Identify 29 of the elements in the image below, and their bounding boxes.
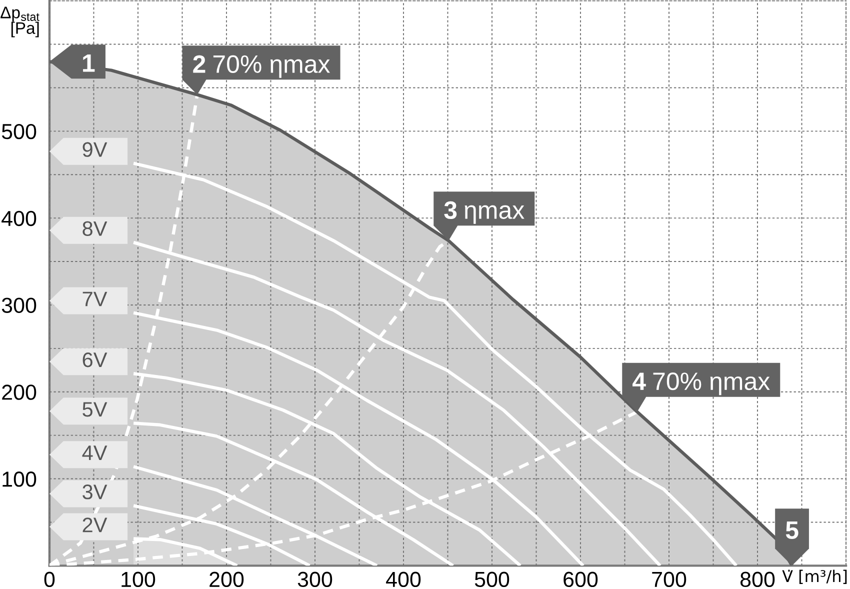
x-tick-label: 700 xyxy=(652,572,686,588)
series-label: 5V xyxy=(82,402,108,417)
y-tick-label: 200 xyxy=(2,384,36,400)
series-label: 6V xyxy=(82,352,108,368)
x-tick-label: 200 xyxy=(210,572,244,588)
y-tick-label: 400 xyxy=(2,210,36,226)
series-label: 9V xyxy=(82,142,108,157)
x-tick-label: 0 xyxy=(44,572,55,588)
x-axis-title: V̇ [m³/h] xyxy=(782,570,847,584)
y-axis-title: Δp$_{stat}$ [Pa] xyxy=(0,6,40,38)
x-tick-label: 600 xyxy=(564,572,598,588)
x-tick-label: 800 xyxy=(740,572,775,588)
y-tick-label: 100 xyxy=(2,472,36,487)
annotation: 3 ηmax xyxy=(444,201,524,224)
y-tick-label: 500 xyxy=(2,124,36,140)
series-label: 4V xyxy=(82,446,108,460)
annotation: 1 xyxy=(83,54,95,72)
x-tick-label: 100 xyxy=(122,572,156,588)
annotation: 4 70% ηmax xyxy=(632,372,770,396)
annotation: 2 70% ηmax xyxy=(193,55,330,78)
series-label: 7V xyxy=(82,292,108,306)
x-tick-label: 300 xyxy=(298,572,332,588)
series-label: 3V xyxy=(82,484,108,500)
y-tick-label: 300 xyxy=(2,298,36,313)
annotation: 5 xyxy=(786,522,798,539)
x-tick-label: 500 xyxy=(474,572,510,588)
series-label: 2V xyxy=(82,518,108,532)
series-label: 8V xyxy=(82,221,108,236)
x-tick-label: 400 xyxy=(386,572,421,588)
